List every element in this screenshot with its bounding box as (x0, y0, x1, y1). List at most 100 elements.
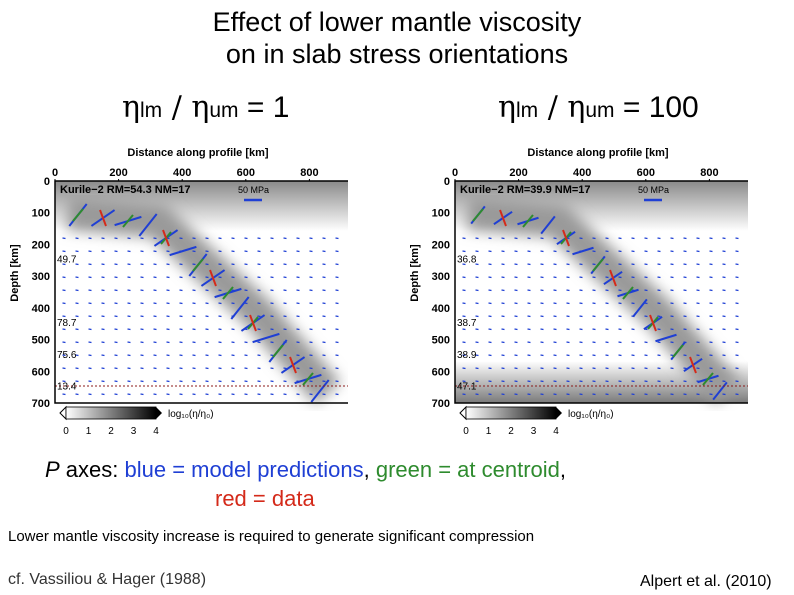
stress-dot (75, 380, 79, 383)
plot-frame (454, 180, 748, 404)
stress-dot (501, 237, 505, 240)
stress-dot (75, 289, 79, 292)
stress-dot (462, 380, 466, 383)
stress-dot (166, 367, 170, 370)
stress-dot (114, 237, 118, 240)
stress-dot (670, 302, 674, 305)
stress-dot (75, 354, 79, 357)
data-axis (99, 209, 107, 227)
stress-dot (322, 315, 326, 318)
stress-dot (696, 289, 700, 292)
stress-dot (670, 367, 674, 370)
stress-dot (501, 367, 505, 370)
stress-dot (683, 315, 687, 318)
stress-dot (657, 367, 661, 370)
layer-value-label: 78.7 (57, 318, 77, 329)
stress-dot (127, 341, 131, 344)
stress-dot (335, 354, 339, 357)
stress-dot (514, 341, 518, 344)
stress-dot (75, 328, 79, 331)
stress-dot (735, 354, 739, 357)
stress-dot (218, 354, 222, 357)
stress-dot (192, 250, 196, 253)
model-axis (655, 333, 677, 343)
stress-dot (566, 354, 570, 357)
stress-dot (592, 276, 596, 279)
model-axis (310, 379, 330, 403)
stress-dot (553, 380, 557, 383)
centroid-axis (592, 258, 604, 272)
stress-dot (722, 302, 726, 305)
stress-dot (540, 341, 544, 344)
stress-dot (735, 276, 739, 279)
stress-dot (257, 263, 261, 266)
stress-dot (683, 276, 687, 279)
stress-dot (592, 315, 596, 318)
stress-dot (257, 276, 261, 279)
layer-value-label: 49.7 (57, 255, 77, 266)
x-tick-label: 0 (452, 167, 458, 179)
stress-dot (540, 276, 544, 279)
stress-dot (462, 263, 466, 266)
stress-dot (683, 393, 687, 396)
stress-dot (244, 367, 248, 370)
stress-dot (88, 315, 92, 318)
y-tick-label: 100 (432, 208, 450, 220)
stress-dot (153, 289, 157, 292)
stress-dot (709, 302, 713, 305)
stress-dot (605, 380, 609, 383)
stress-dot (270, 354, 274, 357)
stress-dot (309, 367, 313, 370)
colorbar-arrow (59, 405, 67, 421)
stress-dot (192, 315, 196, 318)
stress-dot (335, 289, 339, 292)
stress-dot (296, 367, 300, 370)
stress-dot (670, 276, 674, 279)
stress-dot (527, 328, 531, 331)
stress-dot (579, 367, 583, 370)
stress-dot (270, 289, 274, 292)
stress-dot (514, 289, 518, 292)
stress-dot (488, 263, 492, 266)
stress-dot (566, 393, 570, 396)
colorbar-tick: 3 (531, 426, 537, 437)
colorbar (65, 406, 157, 420)
stress-dot (488, 302, 492, 305)
colorbar-tick: 0 (463, 426, 469, 437)
stress-dot (166, 263, 170, 266)
stress-dot (218, 289, 222, 292)
model-axis (712, 381, 728, 401)
stress-dot (592, 302, 596, 305)
stress-dot (566, 263, 570, 266)
stress-dot (735, 328, 739, 331)
y-tick-label: 400 (432, 303, 450, 315)
stress-dot (631, 393, 635, 396)
stress-dot (127, 237, 131, 240)
stress-dot (592, 328, 596, 331)
stress-dot (722, 354, 726, 357)
stress-dot (140, 354, 144, 357)
stress-dot (218, 341, 222, 344)
stress-dot (540, 315, 544, 318)
stress-dot (670, 289, 674, 292)
stress-dot (296, 289, 300, 292)
stress-dot (296, 341, 300, 344)
stress-dot (127, 315, 131, 318)
slab-shading (66, 196, 341, 405)
stress-dot (735, 250, 739, 253)
stress-dot (553, 328, 557, 331)
conclusion-note: Lower mantle viscosity increase is requi… (8, 528, 535, 545)
stress-dot (244, 289, 248, 292)
stress-dot (462, 250, 466, 253)
stress-dot (296, 315, 300, 318)
stress-dot (140, 289, 144, 292)
stress-dot (488, 328, 492, 331)
stress-dot (127, 289, 131, 292)
stress-dot (540, 289, 544, 292)
stress-dot (140, 328, 144, 331)
stress-dot (644, 393, 648, 396)
stress-dot (592, 237, 596, 240)
stress-dot (618, 263, 622, 266)
stress-dot (501, 289, 505, 292)
stress-dot (488, 393, 492, 396)
